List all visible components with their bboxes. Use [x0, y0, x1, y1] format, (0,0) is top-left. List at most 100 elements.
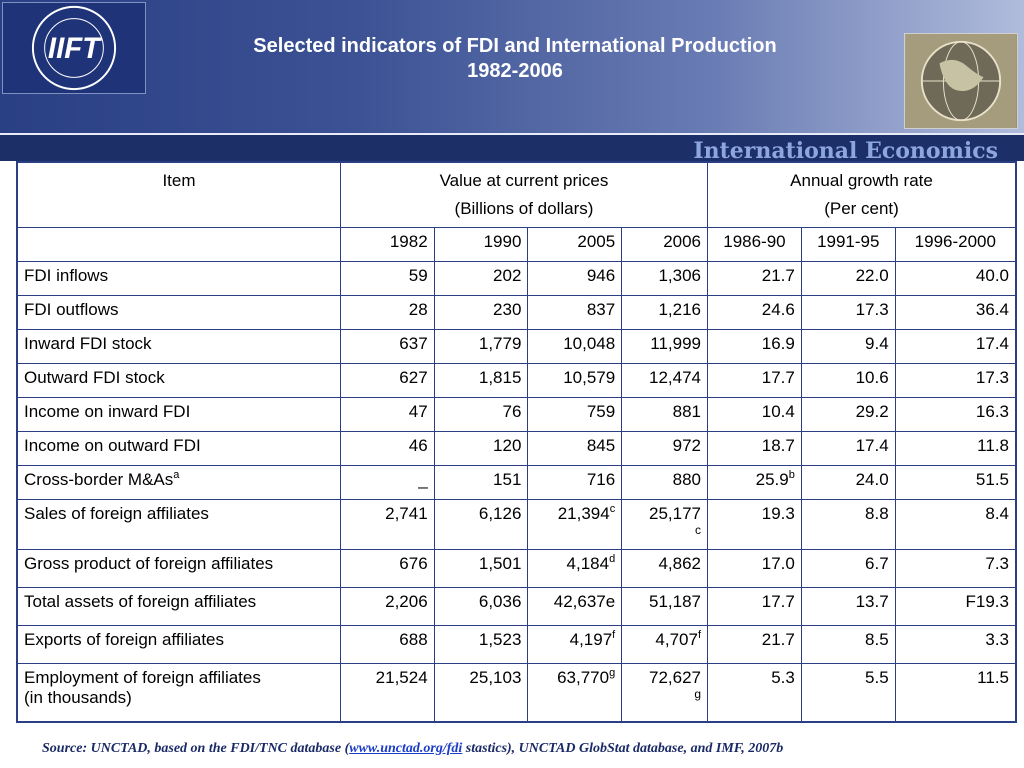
slide-header: IIFT Selected indicators of FDI and Inte… — [0, 0, 1024, 133]
cell-value: 6,126 — [478, 504, 522, 523]
cell-value: 10.4 — [761, 402, 795, 421]
cell-value: 716 — [586, 470, 616, 489]
cell-value: F19.3 — [965, 592, 1009, 611]
footnote-marker: c — [695, 523, 702, 537]
cell-value: 16.9 — [761, 334, 795, 353]
row-item-text: Cross-border M&As — [24, 470, 174, 489]
table-cell: 18.7 — [707, 431, 802, 466]
cell-value: 1,216 — [658, 300, 702, 319]
row-item-label: Income on outward FDI — [16, 431, 341, 466]
row-item-text-line-2: (in thousands) — [24, 688, 132, 707]
table-cell: 3.3 — [894, 625, 1017, 664]
table-row: Gross product of foreign affiliates 676 1,… — [16, 549, 1017, 588]
table-cell: F19.3 — [894, 587, 1017, 626]
table-cell: 10.4 — [707, 397, 802, 432]
footnote-marker: c — [609, 503, 616, 515]
cell-value: 2,741 — [385, 504, 428, 523]
year-header: 2005 — [527, 227, 623, 262]
cell-value: 5.5 — [865, 668, 889, 687]
row-item-label: Employment of foreign affiliates (in thou… — [16, 663, 341, 722]
title-line-1: Selected indicators of FDI and Internati… — [253, 35, 777, 57]
cell-value: 6,036 — [478, 592, 522, 611]
table-cell: 1,815 — [433, 363, 529, 398]
cell-value: 21,524 — [375, 668, 428, 687]
cell-value: 3.3 — [985, 630, 1009, 649]
table-row: FDI outflows 28 230 837 1,216 24.6 17.3 36.4 — [16, 295, 1017, 330]
table-cell: 8.8 — [800, 499, 896, 550]
growth-header-line-1: Annual growth rate — [790, 171, 933, 190]
table-cell: 627 — [339, 363, 435, 398]
table-cell: 29.2 — [800, 397, 896, 432]
cell-value: 9.4 — [865, 334, 889, 353]
cell-value: 17.4 — [975, 334, 1009, 353]
cell-value: 59 — [408, 266, 428, 285]
cell-value: 12,474 — [649, 368, 702, 387]
row-item-label: Outward FDI stock — [16, 363, 341, 398]
table-cell: 19.3 — [707, 499, 802, 550]
growth-header: Annual growth rate (Per cent) — [707, 161, 1017, 228]
year-header: 2006 — [621, 227, 709, 262]
cell-value: 5.3 — [771, 668, 795, 687]
table-cell: 51,187 — [621, 587, 709, 626]
title-line-2: 1982-2006 — [467, 60, 563, 82]
cell-value: 25,177 — [649, 504, 702, 523]
table-cell: 21,394c — [527, 499, 623, 550]
year-header-blank — [16, 227, 341, 262]
table-cell: 21,524 — [339, 663, 435, 722]
table-cell: 40.0 — [894, 261, 1017, 296]
table-cell: 24.0 — [800, 465, 896, 500]
table-cell: 6,126 — [433, 499, 529, 550]
table-row: Exports of foreign affiliates 688 1,523 4,1… — [16, 625, 1017, 664]
cell-value: 946 — [586, 266, 616, 285]
cell-value: 13.7 — [855, 592, 889, 611]
table-cell: 230 — [433, 295, 529, 330]
row-item-text: Income on inward FDI — [24, 402, 191, 421]
table-cell: 688 — [339, 625, 435, 664]
table-cell: 6.7 — [800, 549, 896, 588]
iift-logo: IIFT — [2, 2, 146, 94]
cell-value: 63,770 — [557, 668, 610, 687]
row-item-text: Sales of foreign affiliates — [24, 504, 209, 523]
logo-text: IIFT — [48, 32, 102, 65]
table-cell: 46 — [339, 431, 435, 466]
table-cell: 11,999 — [621, 329, 709, 364]
fdi-indicators-table: Item Value at current prices (Billions o… — [16, 161, 1017, 723]
table-cell: 880 — [621, 465, 709, 500]
table-header-row: Item Value at current prices (Billions o… — [16, 161, 1017, 228]
footnote-marker: a — [173, 469, 180, 481]
table-cell: 17.4 — [894, 329, 1017, 364]
table-cell: 25,177 c — [621, 499, 709, 550]
unctad-fdi-link[interactable]: www.unctad.org/fdi — [349, 741, 463, 756]
cell-value: 4,862 — [658, 554, 702, 573]
cell-value: 72,627 — [649, 668, 702, 687]
cell-value: 21.7 — [761, 630, 795, 649]
table-cell: 4,707f — [621, 625, 709, 664]
table-cell: 63,770g — [527, 663, 623, 722]
growth-header-line-2: (Per cent) — [824, 199, 899, 218]
cell-value: 17.3 — [975, 368, 1009, 387]
table-cell: 2,206 — [339, 587, 435, 626]
cell-value: 10,579 — [563, 368, 616, 387]
table-cell: 837 — [527, 295, 623, 330]
cell-value: 24.6 — [761, 300, 795, 319]
table-cell: 10,048 — [527, 329, 623, 364]
table-cell: 51.5 — [894, 465, 1017, 500]
footnote-marker: f — [612, 629, 616, 641]
table-cell: _ — [339, 465, 435, 500]
cell-value: 120 — [493, 436, 522, 455]
table-cell: 17.3 — [894, 363, 1017, 398]
table-row: Employment of foreign affiliates (in thou… — [16, 663, 1017, 722]
slide-title: Selected indicators of FDI and Internati… — [150, 34, 880, 84]
period-header: 1991-95 — [800, 227, 896, 262]
row-item-text: Exports of foreign affiliates — [24, 630, 225, 649]
row-item-text: Outward FDI stock — [24, 368, 165, 387]
table-cell: 25,103 — [433, 663, 529, 722]
table-cell: 881 — [621, 397, 709, 432]
cell-value: 46 — [408, 436, 428, 455]
table-row: Inward FDI stock 637 1,779 10,048 11,999 16.9… — [16, 329, 1017, 364]
cell-value: 4,707 — [655, 630, 698, 649]
table-cell: 11.8 — [894, 431, 1017, 466]
table-cell: 151 — [433, 465, 529, 500]
cell-value: 8.5 — [865, 630, 889, 649]
table-cell: 716 — [527, 465, 623, 500]
